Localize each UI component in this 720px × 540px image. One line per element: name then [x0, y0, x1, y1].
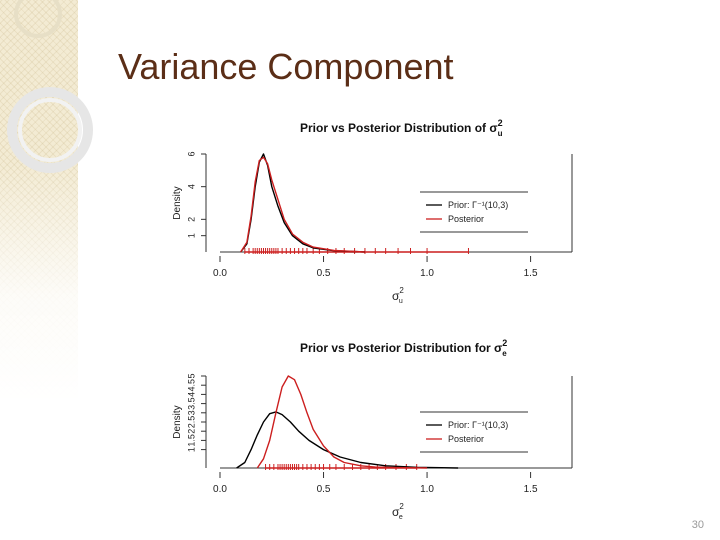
y-axis-label: Density [172, 186, 183, 219]
legend-entry: Prior: Γ⁻¹(10,3) [448, 200, 508, 210]
x-tick-label: 1.0 [420, 268, 434, 279]
x-axis-label-subscript: e [399, 514, 403, 521]
y-tick-label: 2.5 [186, 416, 196, 429]
y-tick-label: 1 [186, 233, 196, 238]
x-axis-label-subscript: u [399, 298, 403, 305]
chart-title-superscript: 2 [498, 118, 503, 128]
legend-entry: Posterior [448, 434, 484, 444]
decorative-rings [7, 0, 93, 173]
y-tick-label: 3.5 [186, 397, 196, 410]
x-axis-label-superscript: 2 [399, 502, 404, 511]
legend: Prior: Γ⁻¹(10,3) Posterior [420, 411, 528, 453]
legend-entry: Prior: Γ⁻¹(10,3) [448, 420, 508, 430]
x-tick-label: 0.0 [213, 484, 227, 495]
chart-title: Prior vs Posterior Distribution of σ2 u [300, 118, 503, 138]
slide-title: Variance Component [118, 46, 454, 87]
x-axis-label-superscript: 2 [399, 286, 404, 295]
y-tick-label: 4 [186, 184, 196, 189]
chart-sigma-e: Prior vs Posterior Distribution for σ2 e 0… [172, 338, 573, 521]
chart-title-superscript: 2 [502, 338, 507, 348]
x-tick-label: 0.0 [213, 268, 227, 279]
x-axis-label: σ2 e [392, 502, 404, 521]
series-line-black [240, 153, 365, 253]
series-line-black [236, 411, 459, 469]
chart-title-subscript: u [498, 129, 503, 138]
chart-title: Prior vs Posterior Distribution for σ2 e [300, 338, 507, 358]
x-tick-label: 0.5 [317, 268, 331, 279]
y-tick-label: 2 [186, 217, 196, 222]
x-tick-label: 1.5 [524, 268, 538, 279]
y-tick-label: 1.5 [186, 434, 196, 447]
y-tick-label: 4 [186, 392, 196, 397]
x-axis-label: σ2 u [392, 286, 404, 305]
y-tick-label: 5 [186, 373, 196, 378]
series-line-red [256, 375, 428, 469]
chart-title-subscript: e [502, 349, 507, 358]
ring-inner [18, 98, 82, 162]
x-tick-label: 1.5 [524, 484, 538, 495]
y-tick-label: 4.5 [186, 379, 196, 392]
y-tick-label: 6 [186, 151, 196, 156]
legend-entry: Posterior [448, 214, 484, 224]
y-tick-label: 1 [186, 447, 196, 452]
chart-sigma-u: Prior vs Posterior Distribution of σ2 u 0.… [172, 118, 573, 305]
x-tick-label: 1.0 [420, 484, 434, 495]
y-tick-label: 2 [186, 429, 196, 434]
ring-large [7, 87, 93, 173]
page-number: 30 [691, 519, 704, 531]
series-line-red [240, 156, 365, 253]
y-axis-label: Density [172, 405, 183, 438]
x-tick-label: 0.5 [317, 484, 331, 495]
legend: Prior: Γ⁻¹(10,3) Posterior [420, 191, 528, 233]
y-tick-label: 3 [186, 410, 196, 415]
ring-small [14, 0, 62, 38]
